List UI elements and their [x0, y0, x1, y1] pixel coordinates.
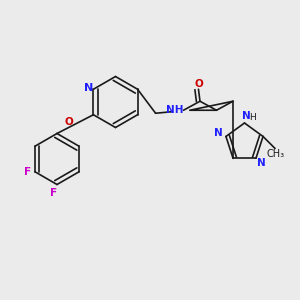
- Text: N: N: [84, 83, 94, 93]
- Text: CH₃: CH₃: [267, 149, 285, 159]
- Text: N: N: [257, 158, 266, 168]
- Text: O: O: [195, 79, 203, 89]
- Text: F: F: [24, 167, 31, 177]
- Text: NH: NH: [166, 105, 184, 115]
- Text: N: N: [242, 111, 250, 122]
- Text: H: H: [249, 113, 255, 122]
- Text: F: F: [50, 188, 58, 199]
- Text: O: O: [64, 117, 73, 127]
- Text: N: N: [214, 128, 223, 139]
